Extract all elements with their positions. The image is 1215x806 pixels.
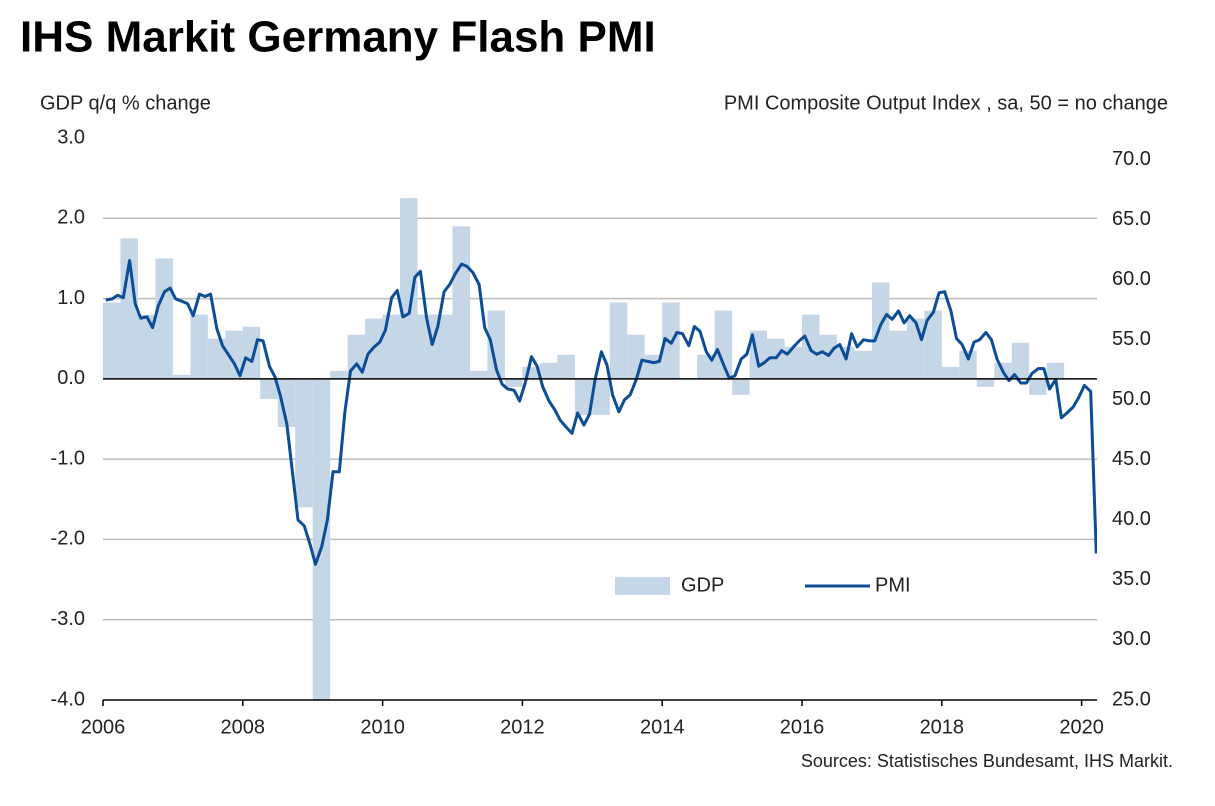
y2-tick-label: 55.0 [1112,328,1151,350]
gdp-bar [959,350,977,379]
gdp-bar [172,374,191,379]
gdp-bar [1029,378,1047,395]
gdp-bar [1046,362,1065,379]
gdp-bar [784,346,803,379]
gdp-bar [137,314,156,379]
gdp-bar [487,310,505,379]
gdp-bar [871,282,890,379]
gdp-bar [312,378,331,700]
gdp-bar [190,314,208,379]
y2-tick-label: 50.0 [1112,388,1151,410]
gdp-bar [941,366,960,379]
gdp-bar [539,362,558,379]
y-tick-label: 2.0 [57,207,85,229]
gdp-bar [417,314,436,379]
x-tick-label: 2020 [1059,716,1104,738]
gdp-bar [714,310,733,379]
gdp-bar [452,226,470,379]
legend-label: PMI [875,574,911,596]
y2-tick-label: 35.0 [1112,568,1151,590]
gdp-bar [976,378,995,387]
gdp-bar [469,370,488,379]
gdp-bar [574,378,593,415]
y2-axis-title: PMI Composite Output Index , sa, 50 = no… [724,92,1168,114]
gdp-bar [732,378,750,395]
gdp-bar [225,330,243,379]
legend-swatch [615,577,670,595]
pmi-line [105,259,1097,566]
gdp-bar [277,378,296,428]
x-tick-label: 2010 [360,716,405,738]
y2-tick-label: 45.0 [1112,448,1151,470]
gdp-bar [120,238,138,379]
y-tick-label: 3.0 [57,126,85,148]
gdp-bar [504,378,523,387]
gdp-bar [627,334,645,379]
gdp-bar [260,378,278,399]
y2-tick-label: 70.0 [1112,148,1151,170]
x-tick-label: 2018 [920,716,965,738]
gdp-bar [382,314,401,379]
x-tick-label: 2012 [500,716,545,738]
plot-area [103,198,1097,700]
y2-tick-label: 30.0 [1112,628,1151,650]
y2-tick-label: 40.0 [1112,508,1151,530]
y-tick-label: -1.0 [51,447,85,469]
x-tick-label: 2008 [221,716,266,738]
y-tick-label: -2.0 [51,528,85,550]
gdp-bar [609,302,628,379]
gdp-bar [906,318,925,379]
gdp-bar [207,338,226,379]
gdp-bar [330,370,348,379]
gdp-bar [697,354,715,379]
y-tick-label: 1.0 [57,287,85,309]
y-tick-label: -3.0 [51,608,85,630]
y2-tick-label: 60.0 [1112,268,1151,290]
gdp-bar [836,346,855,379]
gdp-bar [295,378,313,508]
gdp-bar [592,378,610,415]
gdp-bar [400,198,418,379]
y-tick-label: 0.0 [57,367,85,389]
gdp-bar [242,326,261,379]
grid [103,217,1097,621]
x-tick-label: 2006 [81,716,126,738]
y2-tick-label: 65.0 [1112,208,1151,230]
gdp-bar [435,314,453,379]
gdp-bar [889,330,907,379]
source-note: Sources: Statistisches Bundesamt, IHS Ma… [801,751,1173,771]
gdp-bar [557,354,575,379]
gdp-bar [924,310,942,379]
y-axis-title: GDP q/q % change [40,92,211,114]
gdp-bar [1011,342,1030,379]
x-tick-label: 2014 [640,716,685,738]
x-tick-label: 2016 [780,716,825,738]
gdp-bar [854,350,872,379]
y-tick-label: -4.0 [51,688,85,710]
y2-tick-label: 25.0 [1112,688,1151,710]
gdp-bar [103,302,121,379]
chart-title: IHS Markit Germany Flash PMI [20,13,656,62]
legend-label: GDP [681,574,724,596]
gdp-bar [155,258,173,379]
